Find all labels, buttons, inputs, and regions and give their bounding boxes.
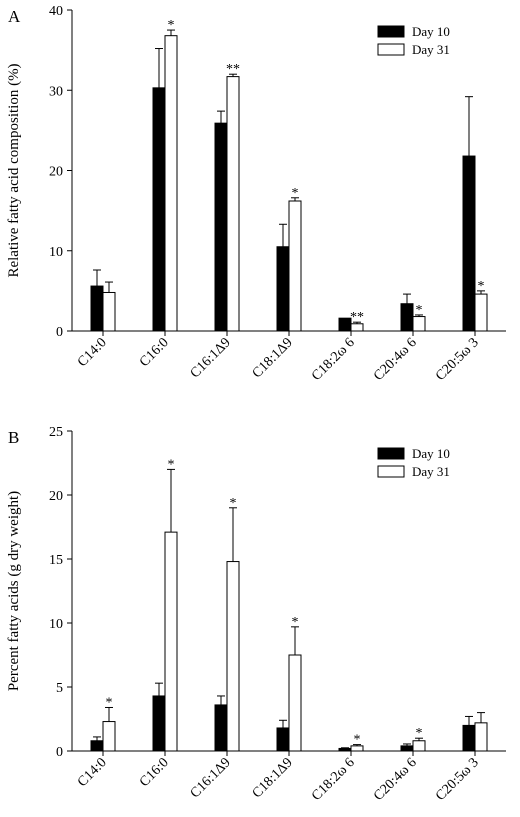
panel-a-bar-day31 (164, 35, 178, 332)
panel-a-x-tick-label: C16:0 (137, 335, 172, 370)
panel-a-significance-marker: ** (350, 310, 364, 325)
panel-a-x-tick-label: C14:0 (75, 335, 110, 370)
panel-a-significance-marker: ** (226, 62, 240, 77)
panel-b-y-tick-label: 20 (49, 489, 63, 504)
panel-a-bar-day10 (400, 303, 414, 332)
panel-b-significance-marker: * (230, 496, 237, 511)
panel-a-bar-day10 (90, 285, 104, 332)
panel-b-bar-day10 (152, 695, 166, 752)
panel-b-bar-day31 (474, 722, 488, 752)
panel-b-bar-day10 (462, 724, 476, 752)
panel-b-significance-marker: * (168, 457, 175, 472)
panel-b-significance-marker: * (416, 726, 423, 741)
panel-b-bar-day10 (214, 704, 228, 752)
panel-a-letter: A (8, 7, 21, 26)
panel-b-y-tick-label: 0 (56, 745, 63, 760)
panel-b-x-tick-label: C16:1Δ9 (188, 755, 234, 801)
panel-a-bar-day31 (226, 76, 240, 332)
panel-b-legend-label: Day 31 (412, 464, 450, 479)
panel-a-x-tick-label: C18:2ω 6 (309, 335, 358, 384)
panel-b-y-axis-label: Percent fatty acids (g dry weight) (6, 491, 22, 691)
panel-a-y-tick-label: 20 (49, 165, 63, 180)
panel-b-bar-day31 (226, 561, 240, 752)
panel-a-bar-day10 (276, 246, 290, 332)
panel-b-bar-day31 (288, 654, 302, 752)
panel-b-y-tick-label: 15 (49, 553, 63, 568)
panel-b-x-tick-label: C20:5ω 3 (433, 755, 482, 804)
panel-a-y-tick-label: 0 (56, 325, 63, 340)
panel-a-legend-swatch (377, 43, 405, 56)
panel-b-x-tick-label: C16:0 (137, 755, 172, 790)
panel-b-bar-day31 (412, 740, 426, 752)
panel-b-x-tick-label: C20:4ω 6 (371, 755, 420, 804)
panel-a-significance-marker: * (478, 279, 485, 294)
panel-b-bar-day31 (102, 721, 116, 752)
panel-a-significance-marker: * (292, 186, 299, 201)
panel-a-legend-label: Day 10 (412, 24, 450, 39)
panel-a-y-tick-label: 40 (49, 4, 63, 19)
panel-b-y-tick-label: 25 (49, 425, 63, 440)
panel-b-bar-day10 (90, 740, 104, 752)
panel-a-legend-swatch (377, 25, 405, 38)
panel-a-y-tick-label: 10 (49, 245, 63, 260)
panel-b-letter: B (8, 428, 19, 447)
panel-a-bar-day31 (102, 291, 116, 332)
panel-a-x-tick-label: C18:1Δ9 (250, 335, 296, 381)
panel-a-x-tick-label: C16:1Δ9 (188, 335, 234, 381)
panel-a-bar-day10 (152, 87, 166, 332)
panel-b-bar-day10 (400, 745, 414, 752)
panel-b-significance-marker: * (354, 733, 361, 748)
panel-b-significance-marker: * (106, 695, 113, 710)
panel-a-significance-marker: * (416, 303, 423, 318)
panel-b-significance-marker: * (292, 615, 299, 630)
panel-a-x-tick-label: C20:4ω 6 (371, 335, 420, 384)
panel-b-y-tick-label: 10 (49, 617, 63, 632)
panel-b-bar-day10 (338, 747, 352, 752)
panel-b-bar-day10 (276, 727, 290, 752)
panel-b-x-tick-label: C18:1Δ9 (250, 755, 296, 801)
panel-a-bar-day10 (214, 122, 228, 332)
panel-a-legend-label: Day 31 (412, 42, 450, 57)
panel-a-y-axis-label: Relative fatty acid composition (%) (6, 63, 22, 277)
panel-a-x-tick-label: C20:5ω 3 (433, 335, 482, 384)
panel-b-y-tick-label: 5 (56, 681, 63, 696)
panel-b-legend-swatch (377, 447, 405, 460)
panel-a-y-tick-label: 30 (49, 84, 63, 99)
panel-a-bar-day31 (474, 293, 488, 332)
panel-a-significance-marker: * (168, 18, 175, 33)
panel-a-bar-day31 (288, 200, 302, 332)
panel-b-x-tick-label: C18:2ω 6 (309, 755, 358, 804)
panel-a-bar-day31 (412, 316, 426, 332)
panel-b-bar-day31 (164, 531, 178, 752)
panel-b-legend-swatch (377, 465, 405, 478)
panel-a-bar-day10 (462, 155, 476, 332)
panel-b-x-tick-label: C14:0 (75, 755, 110, 790)
panel-b-legend-label: Day 10 (412, 446, 450, 461)
